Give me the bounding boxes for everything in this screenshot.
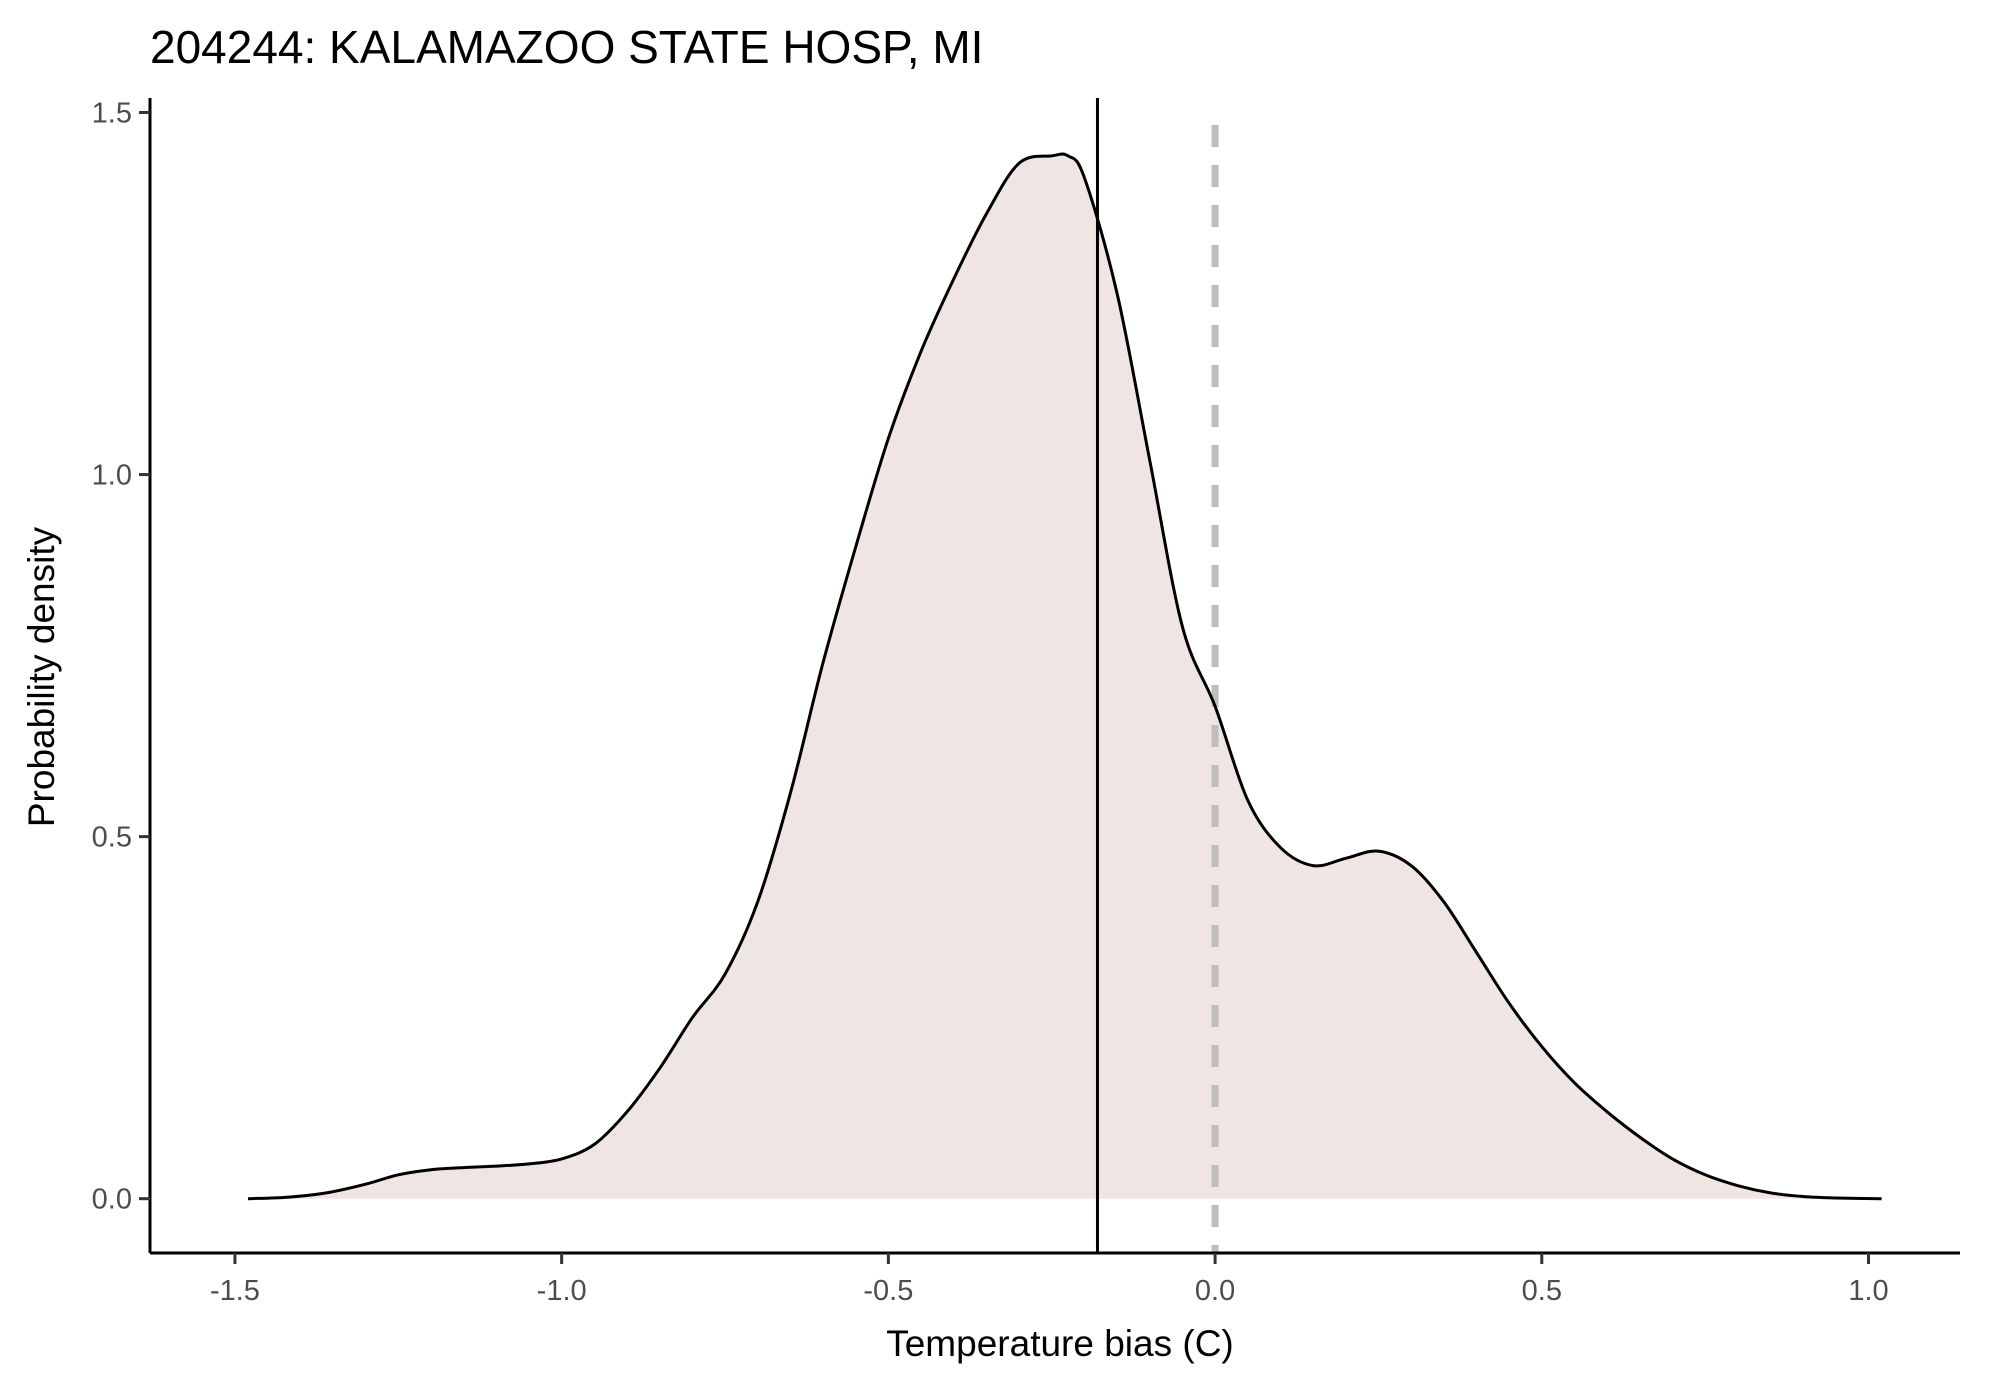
plot-area (247, 98, 1882, 1253)
x-axis-label: Temperature bias (C) (886, 1323, 1234, 1364)
axes: -1.5 -1.0 -0.5 0.0 0.5 1.0 0.0 0.5 1.0 1.5 (92, 97, 1960, 1307)
y-tick-label: 0.5 (92, 822, 132, 854)
density-curve (247, 152, 1882, 1201)
y-tick-label: 0.0 (92, 1184, 132, 1216)
reference-lines (1095, 98, 1219, 1253)
x-tick-label: -1.0 (537, 1275, 587, 1307)
y-axis-label: Probability density (21, 526, 62, 827)
chart-title: 204244: KALAMAZOO STATE HOSP, MI (150, 21, 983, 73)
x-tick-label: 1.0 (1848, 1275, 1888, 1307)
x-tick-label: -0.5 (863, 1275, 913, 1307)
x-tick-label: 0.0 (1195, 1275, 1235, 1307)
x-axis-ticks: -1.5 -1.0 -0.5 0.0 0.5 1.0 (210, 1253, 1889, 1307)
density-fill (248, 153, 1882, 1199)
y-tick-label: 1.0 (92, 460, 132, 492)
y-axis-ticks: 0.0 0.5 1.0 1.5 (92, 97, 150, 1216)
y-tick-label: 1.5 (92, 97, 132, 129)
x-tick-label: -1.5 (210, 1275, 260, 1307)
x-tick-label: 0.5 (1522, 1275, 1562, 1307)
